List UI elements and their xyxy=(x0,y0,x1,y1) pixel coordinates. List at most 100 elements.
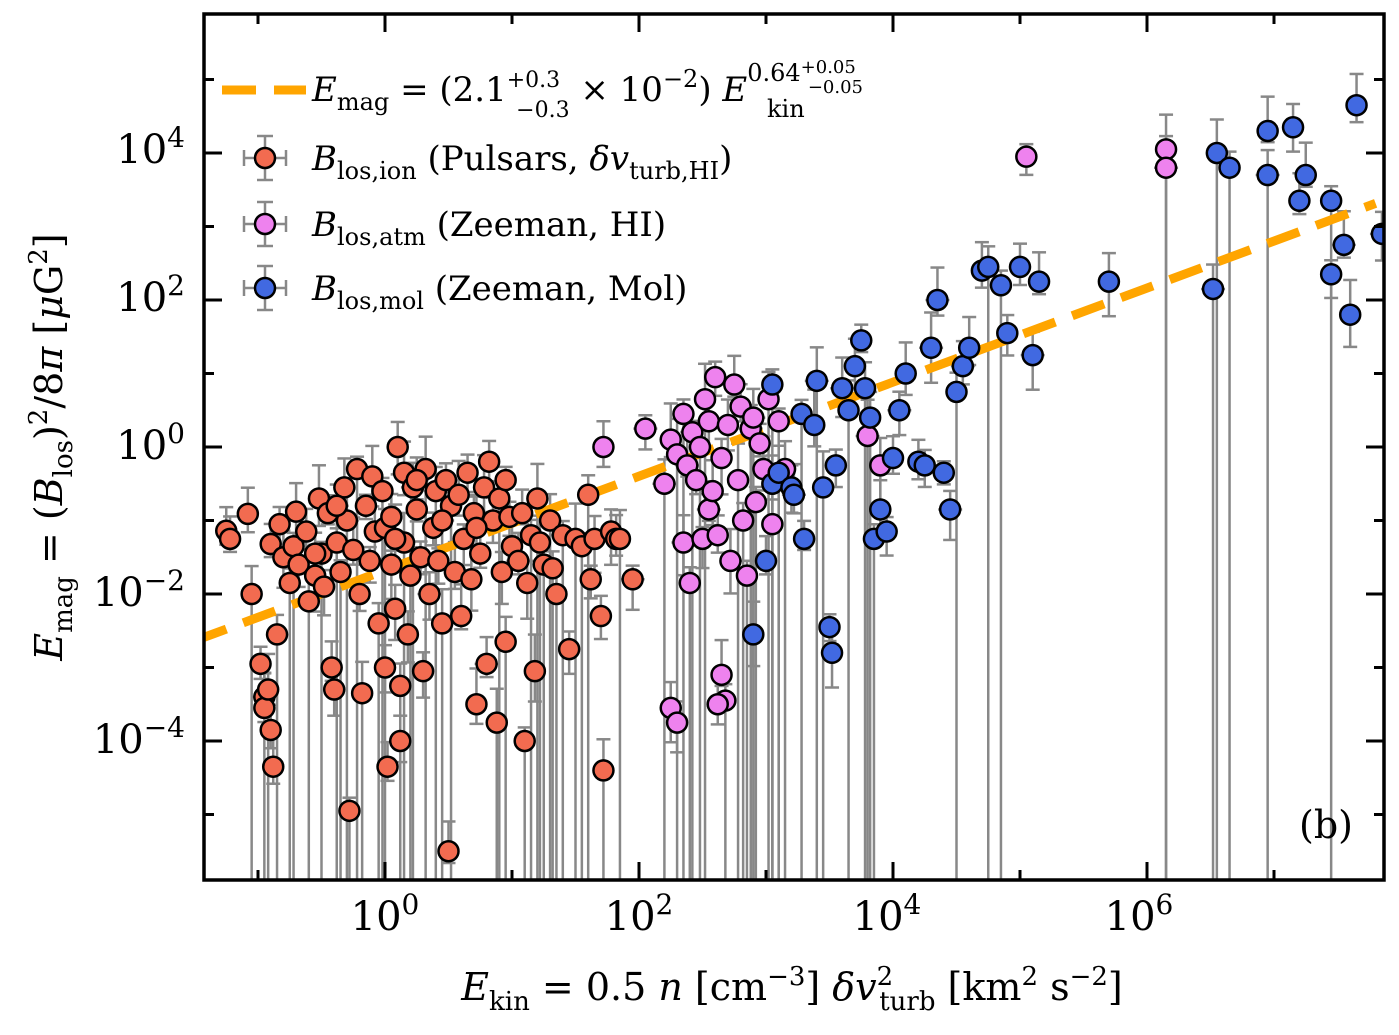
data-point-series-0-12 xyxy=(268,512,291,536)
legend-entry-atm: Blos,atm (Zeeman, HI) xyxy=(242,200,666,251)
data-point-series-2-50 xyxy=(1288,189,1311,213)
data-point-series-2-8 xyxy=(792,527,816,551)
data-point-series-0-6 xyxy=(253,696,276,720)
y-tick-label-2: 102 xyxy=(116,269,185,321)
errorbar xyxy=(1255,148,1280,880)
data-point-series-1-18 xyxy=(706,523,729,547)
data-point-series-2-49 xyxy=(1281,116,1305,139)
data-point-series-0-14 xyxy=(278,571,301,595)
data-point-series-2-40 xyxy=(1008,255,1032,279)
data-point-series-0-87 xyxy=(507,549,530,573)
data-point-series-2-13 xyxy=(820,641,844,665)
data-point-series-0-90 xyxy=(515,571,539,595)
data-point-series-0-32 xyxy=(342,538,365,562)
plot-frame xyxy=(202,12,1386,882)
data-point-series-2-35 xyxy=(957,336,981,360)
data-point-series-0-10 xyxy=(265,623,289,646)
data-point-series-1-10 xyxy=(684,468,708,492)
data-point-series-2-15 xyxy=(830,376,854,400)
data-point-series-0-75 xyxy=(465,693,488,716)
data-point-series-2-42 xyxy=(1027,270,1051,293)
data-point-series-0-60 xyxy=(418,582,441,606)
panel-label: (b) xyxy=(1299,803,1353,847)
data-point-series-0-69 xyxy=(447,483,470,507)
data-point-series-0-92 xyxy=(523,659,547,683)
data-point-series-0-106 xyxy=(592,759,615,782)
legend-fit-label: Emag = (2.1+0.3 −0.3 × 10−2) E0.64+0.05 −0… xyxy=(311,57,863,123)
data-point-series-1-1 xyxy=(634,417,657,440)
errorbar xyxy=(682,566,697,880)
data-point-series-0-31 xyxy=(338,799,361,823)
data-point-series-2-41 xyxy=(1021,343,1044,367)
y-tick-label-0: 100 xyxy=(116,417,185,469)
legend-entry-fit: Emag = (2.1+0.3 −0.3 × 10−2) E0.64+0.05 −0… xyxy=(222,57,863,123)
data-point-series-2-46 xyxy=(1218,156,1241,179)
legend-ion-marker xyxy=(253,146,277,170)
x-axis-label: Ekin = 0.5 n [cm−3] δv2 turb [km2 s−2] xyxy=(460,962,1122,1017)
data-point-series-1-40 xyxy=(665,711,689,734)
data-point-series-0-73 xyxy=(460,568,483,591)
data-point-series-0-2 xyxy=(236,502,260,526)
data-point-series-0-63 xyxy=(427,549,450,573)
data-point-series-1-25 xyxy=(726,468,750,492)
data-point-series-2-31 xyxy=(932,461,956,484)
data-point-series-0-84 xyxy=(494,630,517,654)
data-point-series-0-16 xyxy=(284,500,308,523)
data-point-series-2-55 xyxy=(1338,303,1362,326)
data-point-series-1-28 xyxy=(735,564,759,587)
data-point-series-2-57 xyxy=(1370,222,1384,246)
y-tick-labels: 104 102 100 10−2 10−4 xyxy=(93,121,185,763)
data-point-series-0-109 xyxy=(608,527,632,551)
x-tick-label-4: 104 xyxy=(853,888,922,940)
data-point-series-0-7 xyxy=(256,678,280,701)
errorbar xyxy=(517,726,532,880)
data-point-series-0-79 xyxy=(477,450,501,473)
data-point-series-2-25 xyxy=(888,399,911,422)
data-point-series-2-11 xyxy=(811,476,835,499)
data-point-series-2-18 xyxy=(850,329,873,352)
data-point-series-1-31 xyxy=(744,490,768,514)
data-point-series-1-17 xyxy=(703,365,727,389)
data-point-series-2-28 xyxy=(913,454,936,477)
data-point-series-0-113 xyxy=(430,509,454,532)
data-point-series-0-89 xyxy=(513,729,536,753)
errorbar xyxy=(1201,263,1226,880)
data-point-series-2-45 xyxy=(1205,141,1229,165)
errorbar xyxy=(568,502,583,880)
data-point-series-0-19 xyxy=(297,590,321,613)
errorbar xyxy=(993,269,1008,880)
data-point-series-0-41 xyxy=(371,479,394,503)
data-point-series-0-88 xyxy=(510,501,534,525)
data-point-series-0-77 xyxy=(472,476,496,499)
data-point-series-2-30 xyxy=(926,288,949,312)
errorbar xyxy=(748,485,763,880)
data-point-series-0-47 xyxy=(383,597,407,620)
data-point-series-0-44 xyxy=(376,755,399,778)
data-point-series-0-97 xyxy=(545,582,568,606)
data-point-series-2-33 xyxy=(945,380,968,404)
errorbar xyxy=(949,371,964,880)
data-point-series-2-53 xyxy=(1319,263,1343,286)
data-point-series-0-28 xyxy=(329,560,352,584)
data-point-series-1-2 xyxy=(653,472,676,495)
legend-ion-label: Blos,ion (Pulsars, δvturb,HI) xyxy=(311,139,732,185)
data-point-series-0-112 xyxy=(405,468,428,492)
errorbar xyxy=(543,492,558,880)
data-point-series-1-8 xyxy=(678,571,702,595)
data-point-series-0-49 xyxy=(388,674,412,698)
data-point-series-2-19 xyxy=(853,376,877,400)
data-point-series-0-83 xyxy=(490,560,514,584)
data-point-series-0-58 xyxy=(411,659,435,683)
data-point-series-2-10 xyxy=(805,369,829,393)
data-point-series-1-6 xyxy=(672,402,695,426)
data-point-series-0-76 xyxy=(469,542,492,565)
data-point-series-0-35 xyxy=(350,681,374,705)
data-point-series-1-13 xyxy=(693,387,717,411)
data-point-series-0-78 xyxy=(475,652,498,676)
data-point-series-2-39 xyxy=(996,321,1019,345)
data-point-series-2-32 xyxy=(938,498,962,521)
data-point-series-0-70 xyxy=(449,604,473,628)
legend-entry-ion: Blos,ion (Pulsars, δvturb,HI) xyxy=(242,134,732,185)
errorbar xyxy=(1209,118,1224,880)
